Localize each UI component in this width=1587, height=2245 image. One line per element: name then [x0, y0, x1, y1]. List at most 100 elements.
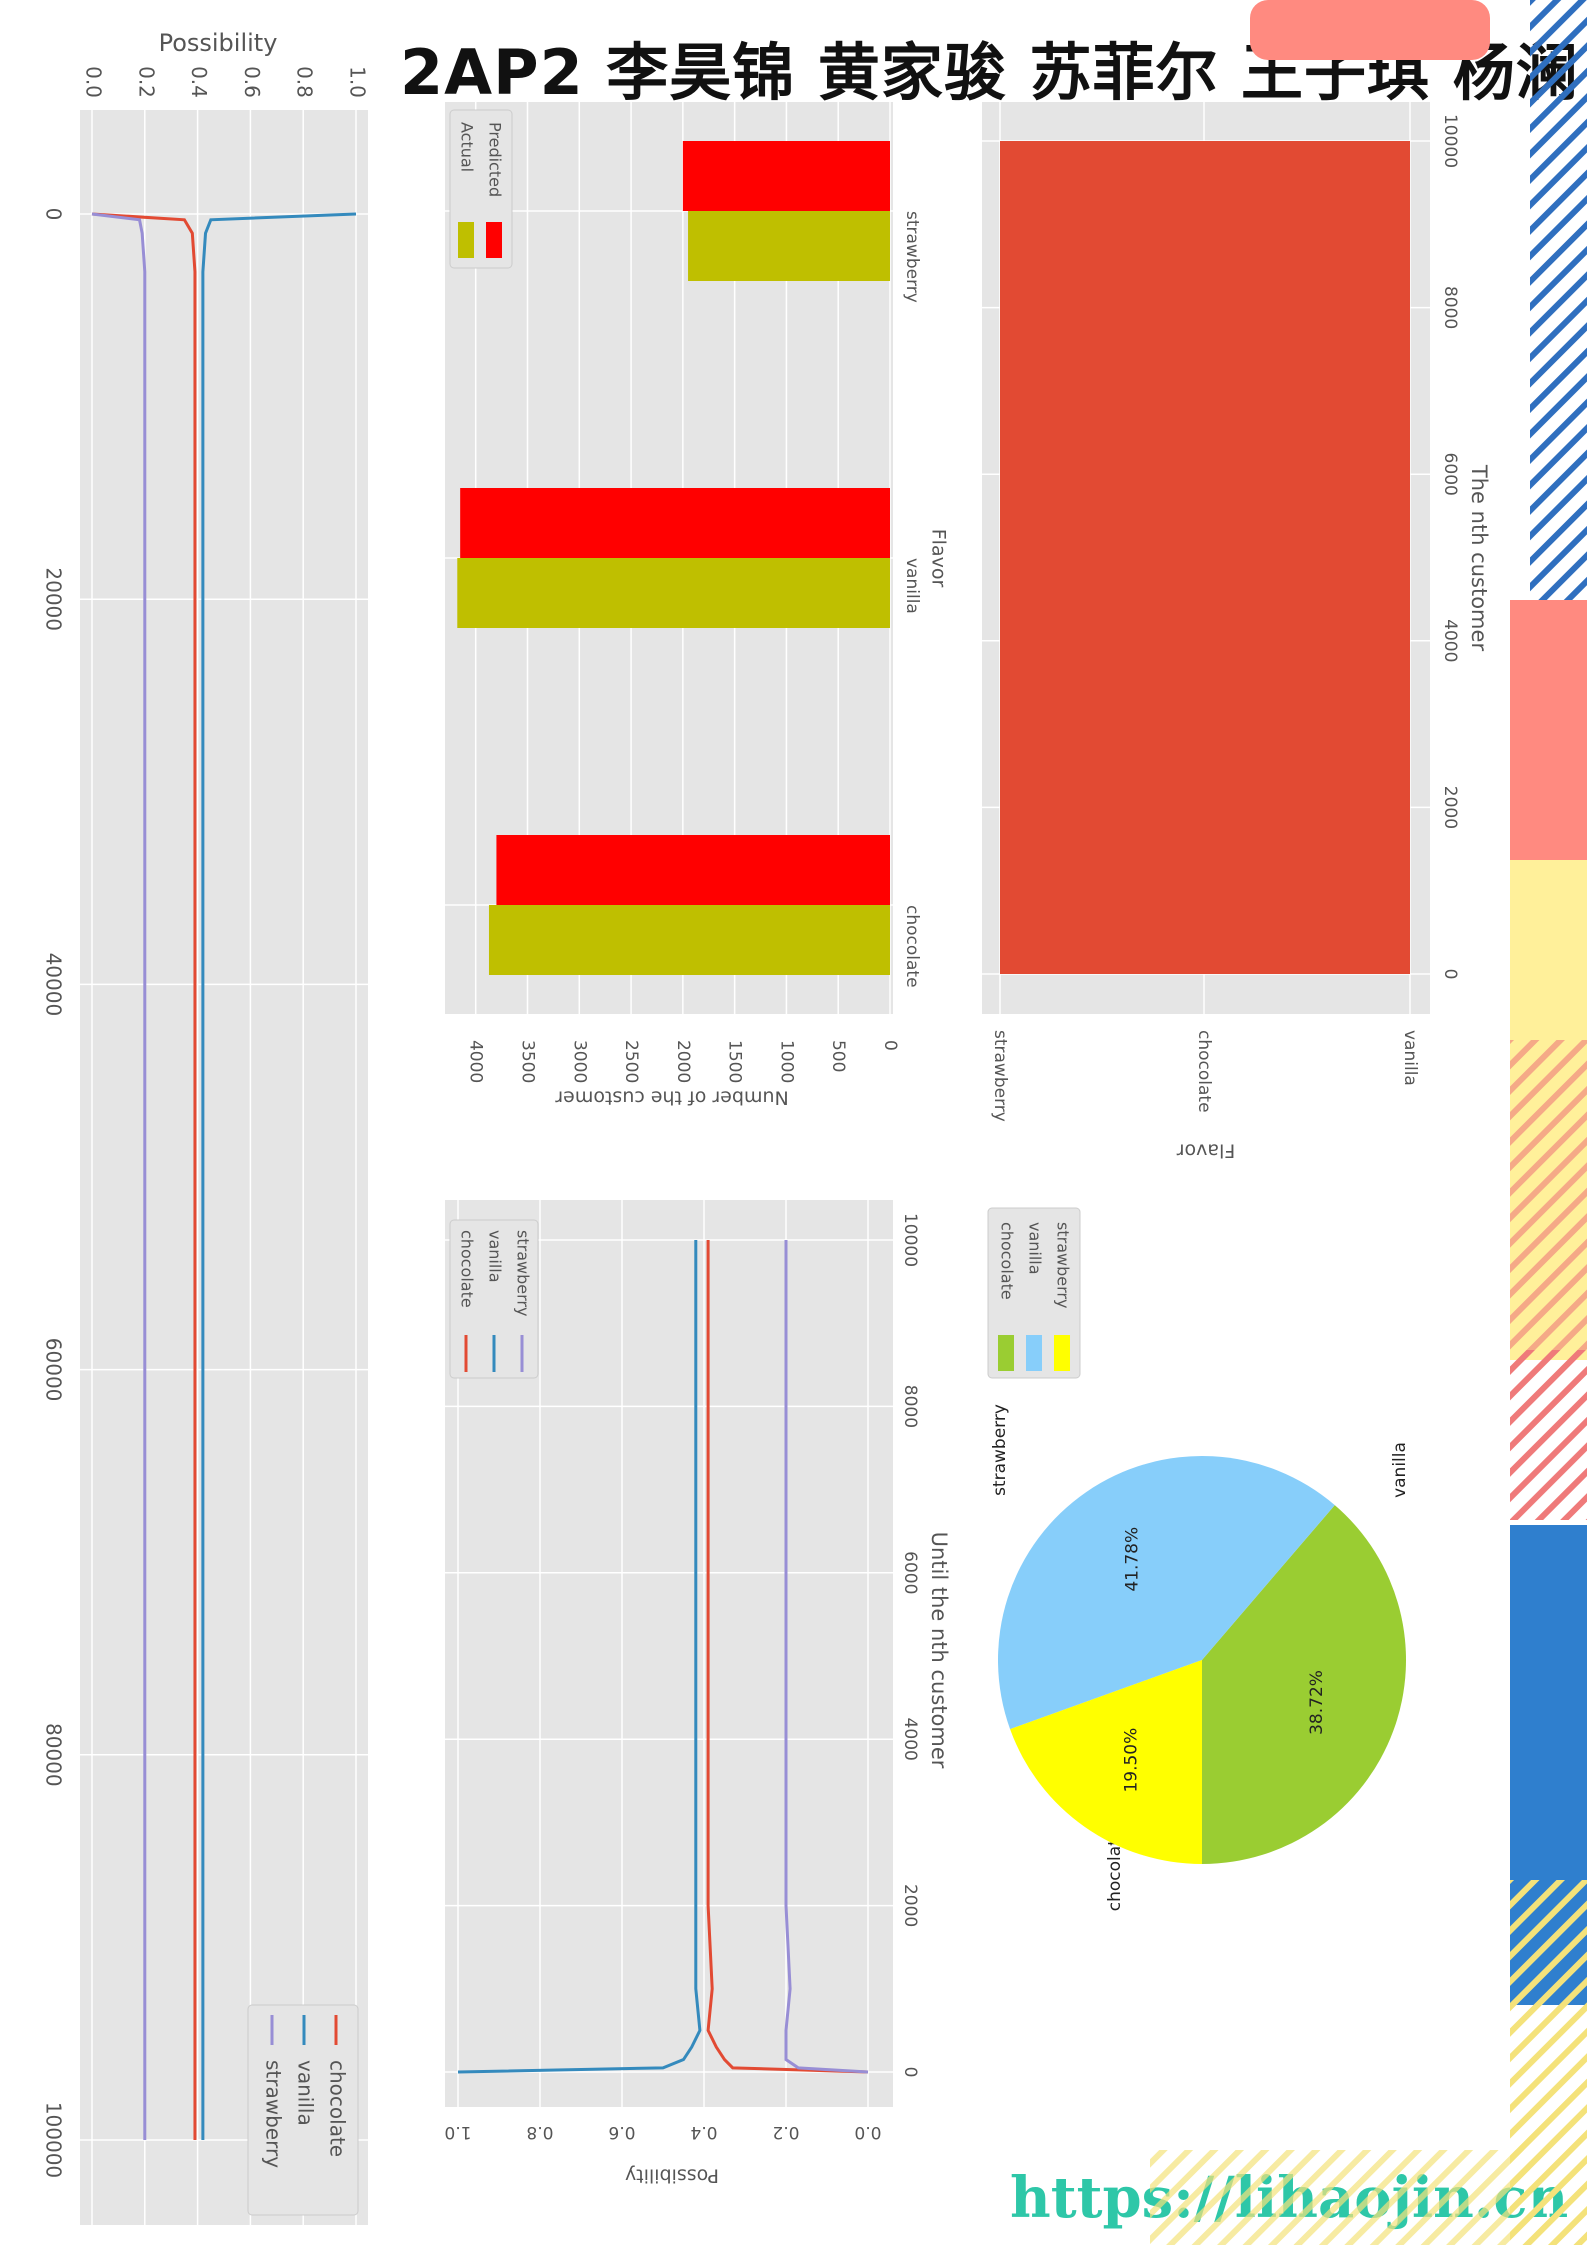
legend: chocolate vanilla strawberry — [987, 1207, 1081, 1379]
bar-predicted-strawberry — [682, 141, 890, 211]
series-line-chocolate — [91, 212, 197, 2140]
category-tick-label: vanilla — [1400, 1030, 1420, 1086]
series-line-chocolate — [706, 1240, 869, 2074]
category-tick-label: chocolate — [902, 905, 922, 988]
x-tick-label: 4000 — [900, 1718, 920, 1761]
decor-stripes-red-2 — [1510, 1350, 1587, 1520]
chart-nth-flavor: 0 2000 4000 6000 8000 10000 strawberry chocolat… — [982, 102, 1491, 1162]
legend-label-strawberry: strawberry — [514, 1230, 533, 1316]
pie-slice-chocolate — [1202, 1505, 1407, 1864]
value-tick-label: 2500 — [621, 1040, 641, 1083]
x-tick-label: 8000 — [1440, 286, 1460, 329]
legend-swatch-Predicted — [486, 222, 502, 258]
legend-label-vanilla: vanilla — [294, 2060, 318, 2126]
legend-label-chocolate: chocolate — [458, 1230, 477, 1308]
bar-predicted-vanilla — [460, 488, 890, 558]
axis-label-x: Until the nth customer — [927, 1532, 951, 1769]
legend: chocolate vanilla strawberry — [449, 1219, 539, 1379]
bar-actual-strawberry — [688, 211, 890, 281]
value-tick-label: 0 — [880, 1040, 900, 1051]
x-tick-label: 10000 — [1440, 114, 1460, 168]
y-tick-label: 0.4 — [187, 66, 211, 98]
axis-label-y: Flavor — [1177, 1140, 1236, 1162]
x-tick-label: 80000 — [42, 1723, 66, 1787]
y-tick-label: 0.8 — [293, 66, 317, 98]
pie-slice-vanilla — [998, 1455, 1335, 1730]
legend-label-Predicted: Predicted — [486, 122, 505, 197]
y-tick-label: 1.0 — [444, 2122, 471, 2142]
pie-category-label: vanilla — [1390, 1442, 1410, 1498]
value-tick-label: 3500 — [518, 1040, 538, 1083]
x-tick-label: 10000 — [900, 1213, 920, 1267]
legend-label-chocolate: chocolate — [326, 2060, 350, 2157]
decor-stripes-bottom — [1150, 2150, 1530, 2245]
axis-label-x: The nth customer — [1467, 464, 1491, 652]
y-tick-label: 0.0 — [854, 2122, 881, 2142]
x-tick-label: 20000 — [42, 567, 66, 631]
x-tick-label: 0 — [42, 208, 66, 221]
series-line-vanilla — [457, 1240, 702, 2074]
x-tick-label: 6000 — [900, 1551, 920, 1594]
pie-percent-label: 38.72% — [1307, 1670, 1327, 1735]
y-tick-label: 0.2 — [772, 2122, 799, 2142]
axis-label-y: Possibility — [625, 2165, 719, 2187]
x-tick-label: 6000 — [1440, 453, 1460, 496]
legend-swatch-Actual — [458, 222, 474, 258]
x-tick-label: 0 — [1440, 969, 1460, 980]
category-tick-label: vanilla — [902, 558, 922, 614]
legend-label-vanilla: vanilla — [486, 1230, 505, 1283]
chart-pie: 38.72% chocolate 41.78% vanilla 19.50% strawb… — [987, 1207, 1410, 1912]
y-tick-label: 0.2 — [134, 66, 158, 98]
pie-category-label: chocolate — [1105, 1829, 1125, 1912]
x-tick-label: 2000 — [1440, 786, 1460, 829]
bar-flavor-range — [1000, 141, 1410, 974]
decor-stripes-blue — [1530, 0, 1587, 600]
bar-predicted-chocolate — [496, 835, 890, 905]
y-tick-label: 1.0 — [346, 66, 370, 98]
x-tick-label: 0 — [900, 2067, 920, 2078]
value-tick-label: 4000 — [466, 1040, 486, 1083]
bar-actual-chocolate — [488, 905, 890, 975]
legend: chocolate vanilla strawberry — [247, 2004, 359, 2216]
value-tick-label: 1500 — [725, 1040, 745, 1083]
category-tick-label: strawberry — [902, 211, 922, 303]
axis-label-category: Flavor — [928, 529, 950, 588]
category-tick-label: strawberry — [990, 1030, 1010, 1122]
legend-swatch-chocolate — [998, 1335, 1014, 1371]
decor-coral-block — [1510, 600, 1587, 860]
value-tick-label: 1000 — [776, 1040, 796, 1083]
legend-label-chocolate: chocolate — [998, 1222, 1017, 1300]
y-tick-label: 0.6 — [240, 66, 264, 98]
axis-label-value: Number of the customer — [555, 1087, 789, 1109]
legend: Actual Predicted — [449, 109, 513, 269]
legend-swatch-vanilla — [1026, 1335, 1042, 1371]
value-tick-label: 500 — [828, 1040, 848, 1072]
pie-category-label: strawberry — [990, 1404, 1010, 1496]
legend-label-strawberry: strawberry — [1054, 1222, 1073, 1308]
series-line-strawberry — [91, 212, 147, 2140]
series-line-strawberry — [784, 1240, 869, 2074]
x-tick-label: 40000 — [42, 953, 66, 1017]
x-tick-label: 60000 — [42, 1338, 66, 1402]
x-tick-label: 2000 — [900, 1884, 920, 1927]
decor-stripes-red — [1510, 1040, 1587, 1350]
bar-actual-vanilla — [457, 558, 890, 628]
pie-percent-label: 41.78% — [1123, 1527, 1143, 1592]
chart-longrun: 0.0 0.2 0.4 0.6 0.8 1.0 0 20000 40000 60000 80000 1… — [42, 29, 370, 2225]
value-tick-label: 2000 — [673, 1040, 693, 1083]
x-tick-label: 4000 — [1440, 619, 1460, 662]
legend-label-Actual: Actual — [458, 122, 477, 172]
decor-coral-top — [1250, 0, 1490, 60]
legend-box — [449, 1219, 539, 1379]
decor-stripes-yellow — [1510, 1880, 1587, 2010]
x-tick-label: 8000 — [900, 1385, 920, 1428]
legend-box — [247, 2004, 359, 2216]
legend-label-strawberry: strawberry — [262, 2060, 286, 2168]
axis-label-y: Possibility — [159, 29, 278, 57]
x-tick-label: 100000 — [42, 2102, 66, 2178]
plot-area — [80, 110, 368, 2225]
pie-slice-strawberry — [1010, 1660, 1202, 1864]
chart-possibility: 0.0 0.2 0.4 0.6 0.8 1.0 0 2000 4000 6000 8000 10000… — [444, 1200, 951, 2187]
y-tick-label: 0.6 — [608, 2122, 635, 2142]
